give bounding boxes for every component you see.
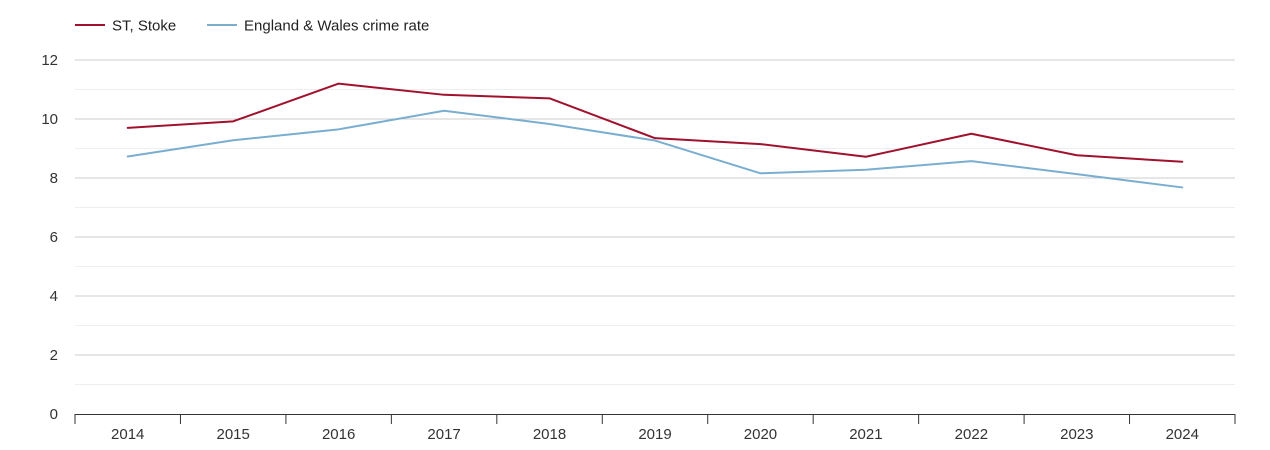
x-tick-label: 2018 (533, 426, 566, 443)
point-england-wales-2018 (548, 122, 552, 126)
y-tick-label: 10 (41, 111, 58, 128)
point-st-stoke-2015 (231, 119, 235, 123)
x-tick-label: 2017 (427, 426, 460, 443)
point-england-wales-2021 (864, 168, 868, 172)
y-tick-label: 8 (50, 170, 58, 187)
point-england-wales-2017 (442, 109, 446, 113)
x-tick-label: 2022 (955, 426, 988, 443)
point-st-stoke-2019 (653, 136, 657, 140)
series-line-st-stoke (126, 82, 1184, 163)
x-tick-label: 2014 (111, 426, 144, 443)
x-tick-label: 2023 (1060, 426, 1093, 443)
legend: ST, Stoke England & Wales crime rate (75, 18, 429, 35)
point-st-stoke-2016 (337, 82, 341, 86)
point-st-stoke-2022 (969, 132, 973, 136)
point-st-stoke-2017 (442, 93, 446, 97)
x-axis: 2014 2015 2016 2017 2018 2019 2020 2021 2022 2023… (74, 414, 1236, 443)
point-st-stoke-2024 (1180, 160, 1184, 164)
point-england-wales-2020 (758, 171, 762, 175)
x-tick-label: 2020 (744, 426, 777, 443)
point-england-wales-2015 (231, 138, 235, 142)
x-tick-label: 2019 (638, 426, 671, 443)
point-england-wales-2023 (1075, 172, 1079, 176)
point-england-wales-2014 (126, 154, 130, 158)
legend-label-st-stoke: ST, Stoke (112, 18, 176, 35)
legend-label-england-wales: England & Wales crime rate (244, 18, 429, 35)
x-tick-label: 2021 (849, 426, 882, 443)
x-tick-label: 2024 (1166, 426, 1199, 443)
series-layer (126, 82, 1184, 189)
point-st-stoke-2021 (864, 155, 868, 159)
y-tick-label: 0 (50, 406, 58, 423)
x-tick-label: 2015 (216, 426, 249, 443)
point-st-stoke-2018 (548, 96, 552, 100)
point-st-stoke-2020 (758, 142, 762, 146)
y-tick-label: 2 (50, 347, 58, 364)
point-st-stoke-2023 (1075, 153, 1079, 157)
point-england-wales-2024 (1180, 185, 1184, 189)
y-tick-label: 6 (50, 229, 58, 246)
point-england-wales-2022 (969, 159, 973, 163)
y-tick-label: 12 (41, 52, 58, 69)
point-st-stoke-2014 (126, 126, 130, 130)
gridlines (75, 59, 1235, 385)
x-tick-label: 2016 (322, 426, 355, 443)
y-tick-label: 4 (50, 288, 58, 305)
point-england-wales-2016 (337, 127, 341, 131)
y-axis: 0 2 4 6 8 10 12 (41, 52, 58, 423)
series-line-england-wales (126, 109, 1184, 189)
